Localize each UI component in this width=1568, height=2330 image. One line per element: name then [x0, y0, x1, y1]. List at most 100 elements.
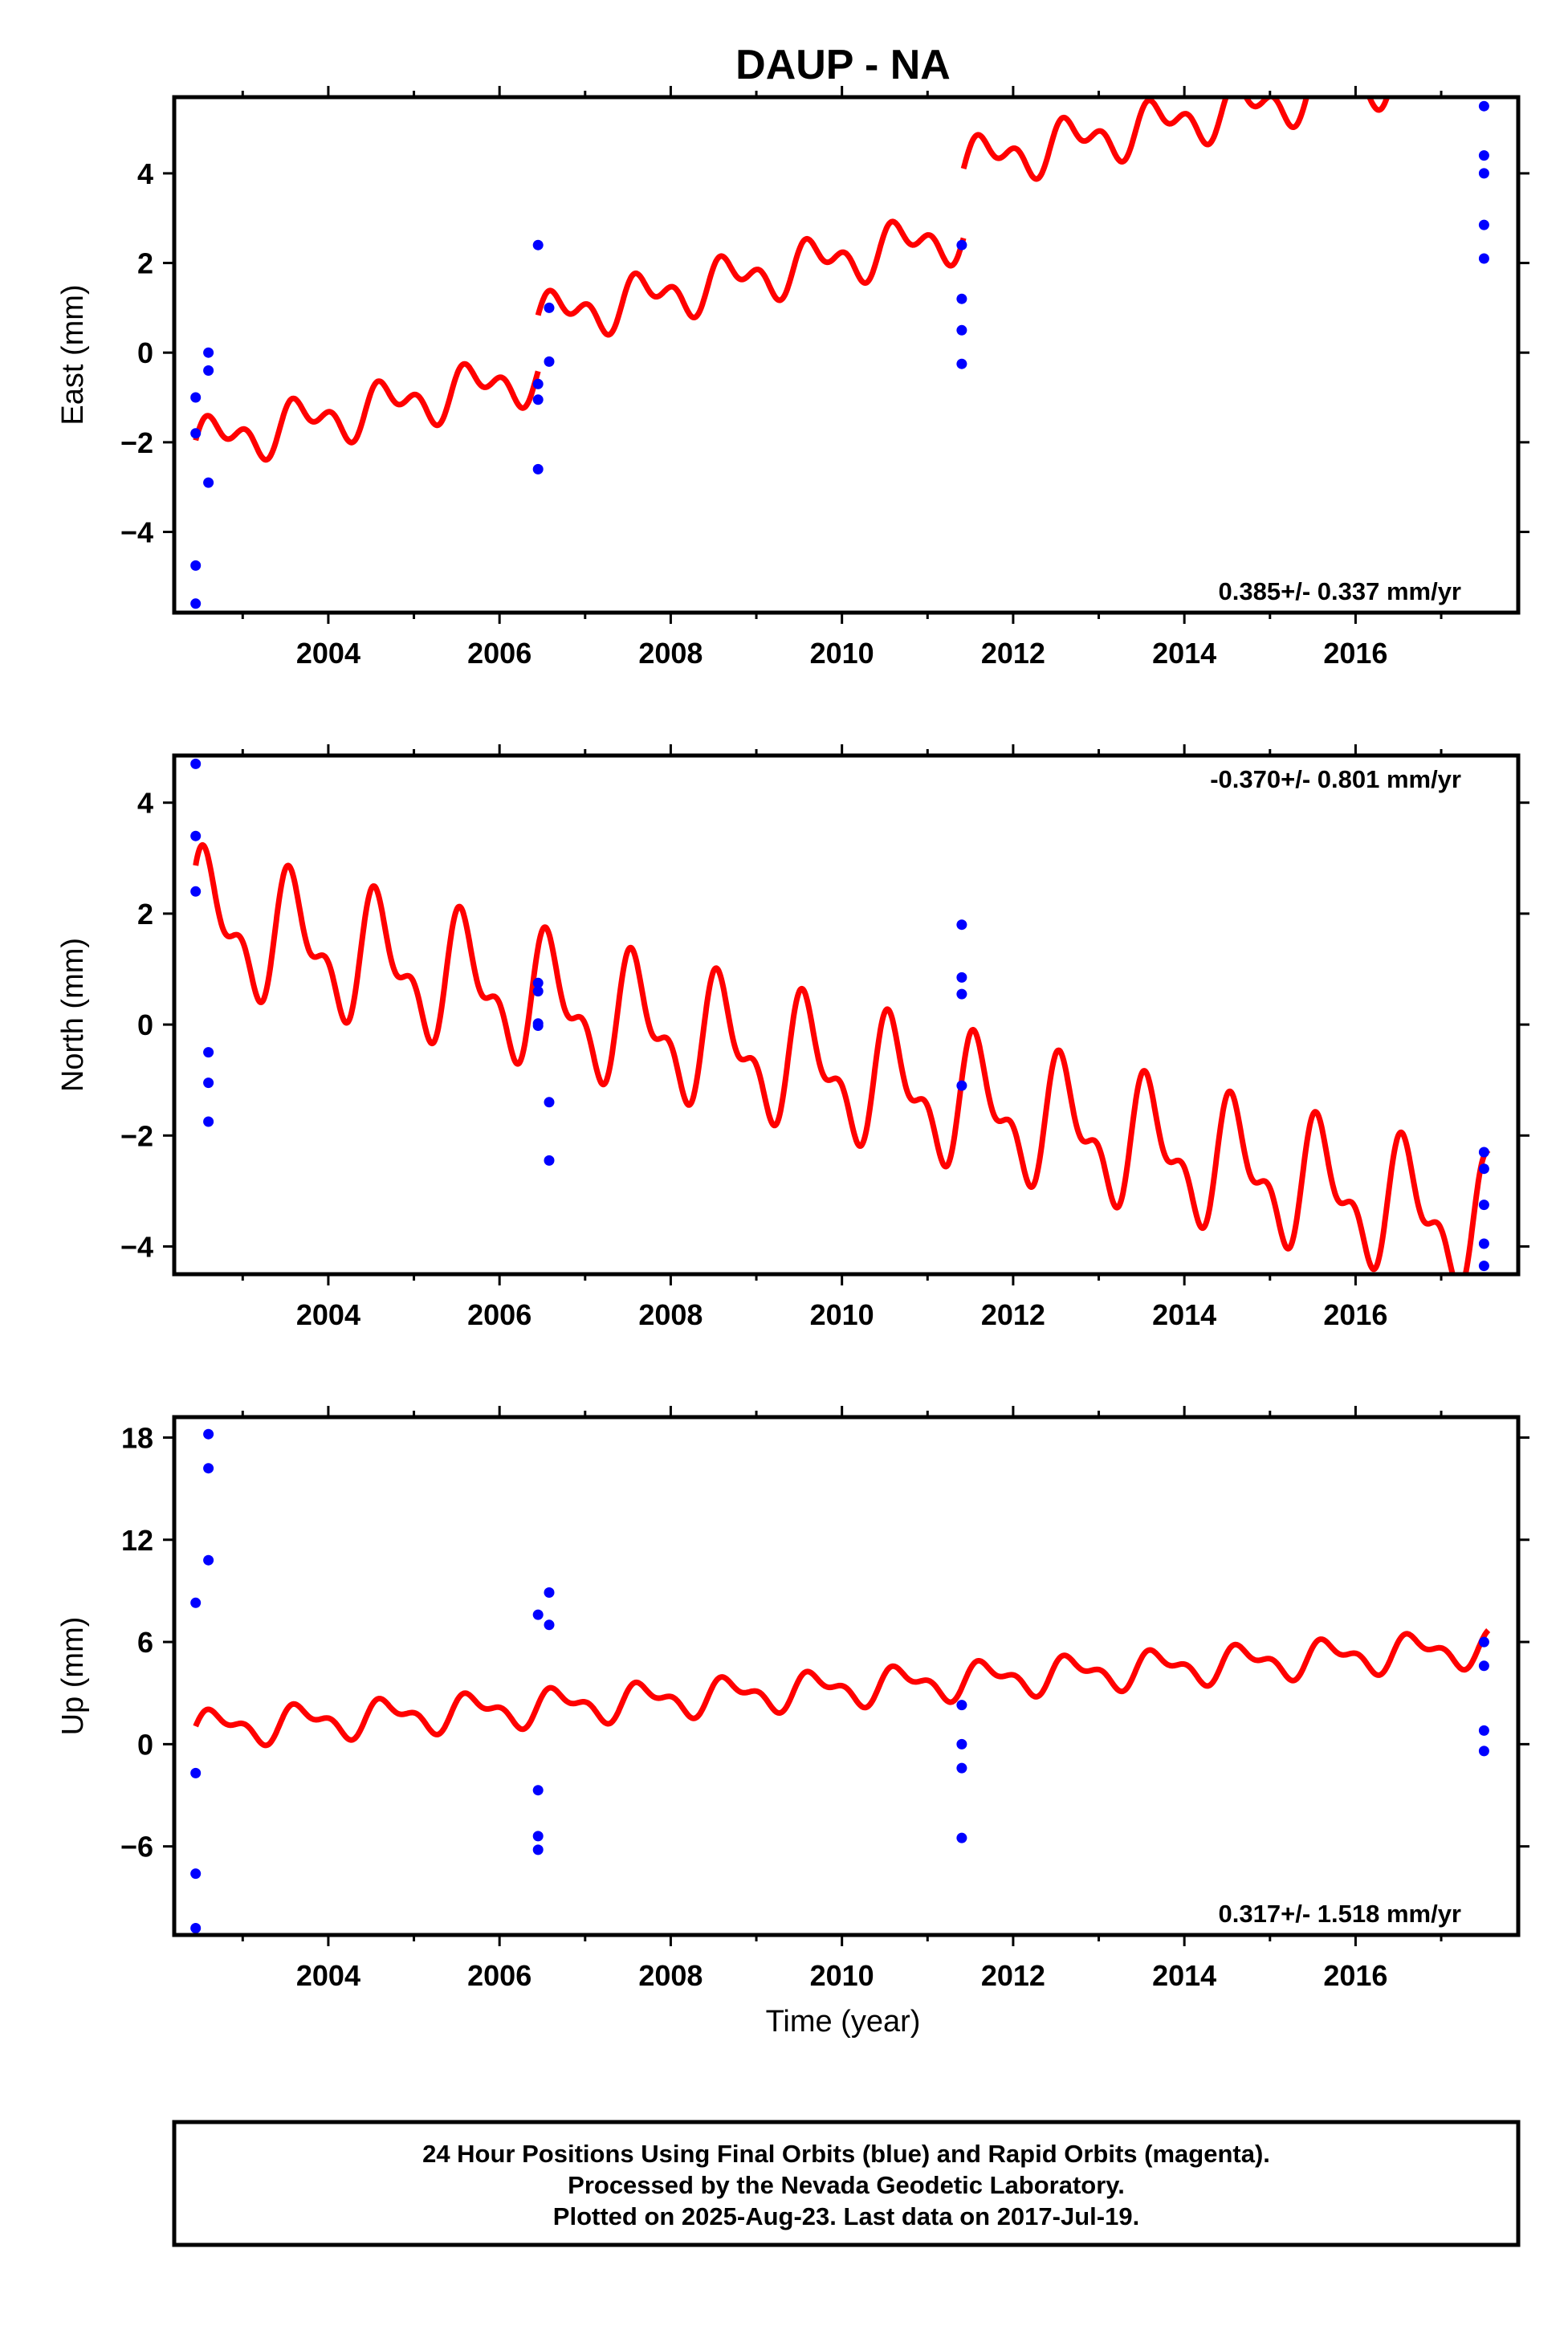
east-data-point — [203, 347, 214, 358]
north-data-point — [956, 988, 967, 1000]
up-data-point — [532, 1844, 544, 1855]
up-data-point — [203, 1428, 214, 1440]
north-data-point — [544, 1097, 555, 1108]
north-y-axis-label: North (mm) — [56, 938, 90, 1092]
footer-frame — [172, 2120, 1521, 2247]
east-data-point — [1478, 150, 1489, 161]
north-data-point — [203, 1077, 214, 1089]
up-y-tick-label: −6 — [120, 1831, 153, 1864]
east-data-point — [956, 324, 967, 336]
north-x-tick-label: 2010 — [810, 1298, 874, 1331]
east-fit-curve-3 — [960, 97, 1391, 182]
east-x-tick-label: 2016 — [1323, 637, 1387, 670]
east-y-axis-label: East (mm) — [56, 284, 90, 425]
north-frame — [172, 753, 1521, 1277]
north-data-point — [544, 1155, 555, 1166]
up-data-point — [1478, 1725, 1489, 1736]
east-frame — [172, 95, 1521, 615]
up-data-point — [203, 1463, 214, 1474]
footer-line-1: 24 Hour Positions Using Final Orbits (bl… — [422, 2140, 1270, 2168]
north-rate-annotation: -0.370+/- 0.801 mm/yr — [1210, 765, 1461, 793]
north-data-point — [190, 758, 202, 769]
north-data-point — [1478, 1147, 1489, 1158]
up-panel: 2004 2006 2008 2010 2012 2014 2016 −6 0 6 12 18 Up (… — [56, 1406, 1529, 1992]
up-data-point — [1478, 1745, 1489, 1757]
east-y-tick-label: 4 — [137, 157, 153, 190]
north-data-point — [1478, 1163, 1489, 1175]
x-axis-label: Time (year) — [766, 2005, 921, 2039]
up-data-point — [956, 1700, 967, 1711]
up-data-point — [532, 1831, 544, 1842]
north-x-tick-label: 2014 — [1152, 1298, 1216, 1331]
up-data-point — [544, 1619, 555, 1631]
up-data-point — [1478, 1636, 1489, 1648]
east-fit-curve-2 — [535, 218, 967, 338]
east-data-point — [1478, 253, 1489, 264]
footer-line-3: Plotted on 2025-Aug-23. Last data on 201… — [553, 2202, 1139, 2230]
east-data-point — [190, 392, 202, 403]
up-y-tick-label: 6 — [137, 1626, 153, 1659]
up-y-tick-label: 18 — [121, 1421, 153, 1454]
east-x-tick-label: 2010 — [810, 637, 874, 670]
east-y-tick-label: 0 — [137, 336, 153, 369]
north-x-tick-label: 2016 — [1323, 1298, 1387, 1331]
up-data-point — [532, 1609, 544, 1620]
east-data-point — [1478, 100, 1489, 112]
footer-box: 24 Hour Positions Using Final Orbits (bl… — [172, 2120, 1521, 2247]
north-y-tick-label: −4 — [120, 1230, 153, 1263]
east-data-point — [203, 477, 214, 488]
east-y-tick-label: −4 — [120, 516, 153, 549]
up-frame — [172, 1415, 1521, 1937]
up-data-point — [956, 1762, 967, 1774]
north-panel: 2004 2006 2008 2010 2012 2014 2016 −4 −2 0 2 4 North… — [56, 744, 1529, 1331]
north-x-tick-label: 2012 — [981, 1298, 1045, 1331]
chart-panels: 2004 2006 2008 2010 2012 2014 2016 −4 −2 0 2 4 East … — [56, 86, 1529, 1992]
east-data-point — [532, 239, 544, 251]
north-x-tick-label: 2004 — [296, 1298, 360, 1331]
north-data-point — [203, 1116, 214, 1127]
north-data-point — [956, 1080, 967, 1091]
north-x-tick-label: 2006 — [467, 1298, 531, 1331]
up-y-tick-label: 12 — [121, 1524, 153, 1557]
up-data-point — [190, 1597, 202, 1608]
up-fit-curve-1 — [193, 1627, 1491, 1749]
figure-title: DAUP - NA — [735, 42, 951, 88]
north-data-point — [956, 919, 967, 931]
east-panel: 2004 2006 2008 2010 2012 2014 2016 −4 −2 0 2 4 East … — [56, 86, 1529, 670]
up-data-point — [956, 1738, 967, 1750]
east-data-point — [1478, 168, 1489, 179]
east-data-point — [1478, 219, 1489, 230]
east-data-point — [544, 356, 555, 367]
north-data-point — [190, 886, 202, 897]
north-data-point — [1478, 1200, 1489, 1211]
up-rate-annotation: 0.317+/- 1.518 mm/yr — [1219, 1900, 1461, 1928]
east-x-tick-label: 2008 — [638, 637, 703, 670]
east-y-tick-label: 2 — [137, 247, 153, 280]
north-data-point — [956, 972, 967, 983]
east-data-point — [956, 239, 967, 251]
north-data-point — [532, 977, 544, 988]
east-data-point — [203, 365, 214, 376]
north-data-point — [1478, 1238, 1489, 1249]
east-data-point — [544, 302, 555, 313]
up-data-point — [190, 1767, 202, 1778]
north-data-point — [532, 986, 544, 997]
east-data-point — [190, 428, 202, 439]
up-y-tick-label: 0 — [137, 1728, 153, 1761]
east-data-point — [190, 598, 202, 609]
east-y-tick-label: −2 — [120, 426, 153, 459]
north-data-point — [1478, 1261, 1489, 1272]
north-data-point — [532, 1020, 544, 1031]
up-data-point — [544, 1587, 555, 1598]
east-data-point — [532, 378, 544, 389]
east-data-point — [956, 293, 967, 304]
north-y-tick-label: 0 — [137, 1008, 153, 1041]
up-x-tick-label: 2008 — [638, 1959, 703, 1992]
east-x-tick-label: 2012 — [981, 637, 1045, 670]
up-data-point — [1478, 1660, 1489, 1672]
up-data-point — [956, 1832, 967, 1843]
north-y-tick-label: 4 — [137, 787, 153, 820]
east-fit-curve-1 — [193, 360, 541, 463]
up-x-tick-label: 2010 — [810, 1959, 874, 1992]
